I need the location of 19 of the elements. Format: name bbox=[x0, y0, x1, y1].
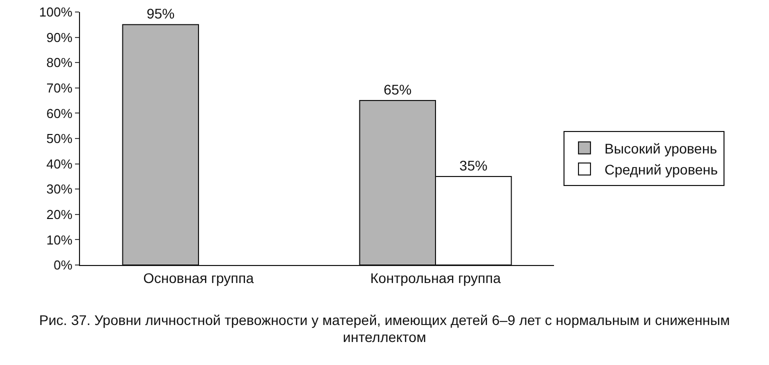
text: Рис. 37. Уровни личностной тревожности у матерей, имеющих детей 6–9 лет с нормальным и сниженным интеллектом bbox=[38, 312, 731, 346]
x-tick-label: Контрольная группа bbox=[370, 270, 501, 286]
data-label: 95% bbox=[146, 6, 175, 22]
x-tick-label: Основная группа bbox=[143, 270, 254, 286]
y-tick-label: 40% bbox=[46, 156, 73, 172]
y-tick-label: 90% bbox=[46, 30, 73, 45]
y-tick-label: 50% bbox=[46, 131, 73, 146]
y-tick-label: 0% bbox=[54, 258, 73, 273]
legend-label: Средний уровень bbox=[604, 162, 718, 178]
legend-label: Высокий уровень bbox=[604, 140, 717, 156]
data-label: 65% bbox=[384, 82, 412, 98]
y-tick-label: 70% bbox=[46, 80, 73, 96]
y-tick-label: 80% bbox=[46, 55, 73, 70]
y-tick-label: 10% bbox=[46, 232, 73, 248]
data-label: 35% bbox=[459, 157, 488, 174]
y-tick-label: 30% bbox=[46, 182, 73, 197]
y-tick-label: 60% bbox=[46, 106, 73, 121]
y-tick-label: 20% bbox=[46, 206, 73, 222]
y-tick-label: 100% bbox=[39, 4, 73, 20]
